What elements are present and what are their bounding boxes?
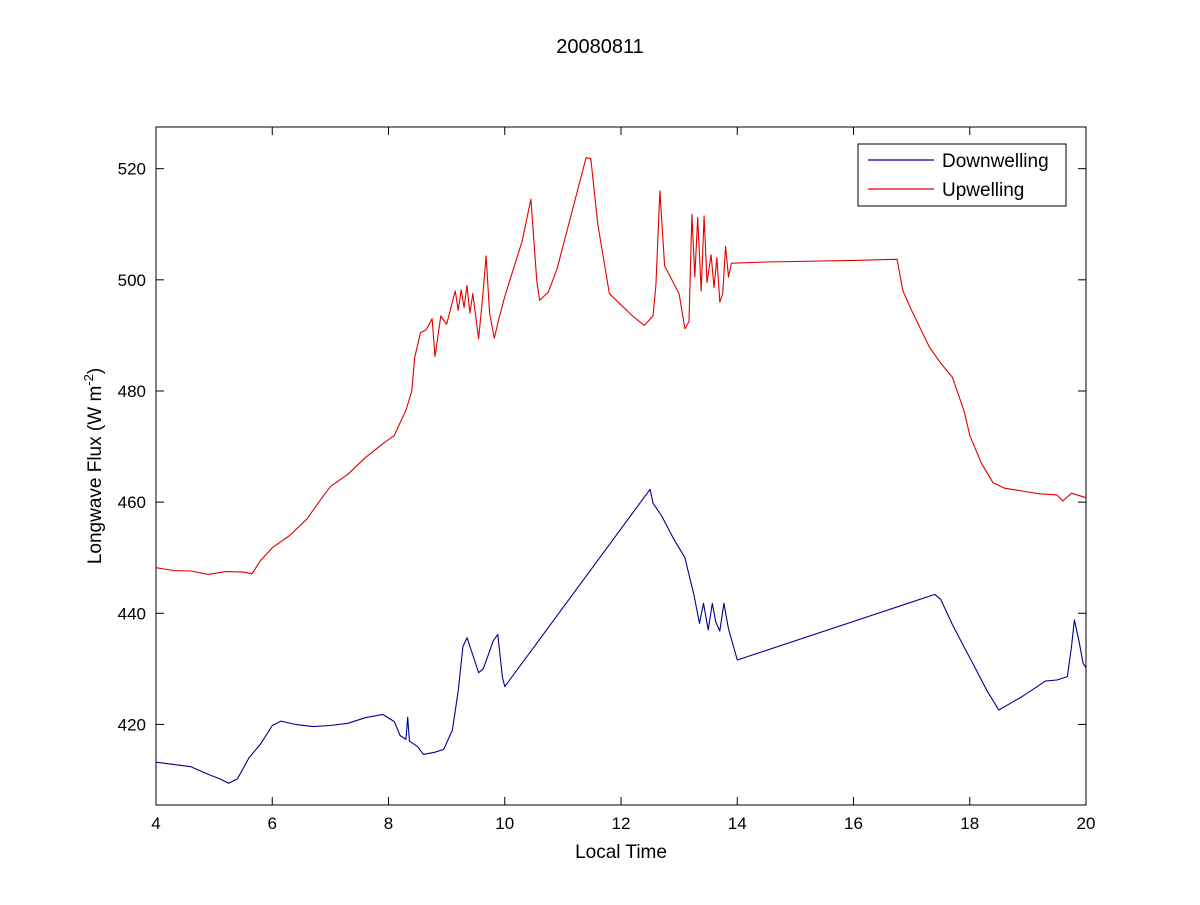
x-tick-label: 8 bbox=[384, 814, 393, 833]
y-tick-label: 460 bbox=[118, 493, 146, 512]
plot-area: 4 6 8 10 12 14 16 18 20 420 440 460 480 500 520 bbox=[118, 126, 1096, 833]
x-axis-title: Local Time bbox=[575, 842, 667, 863]
chart-title: 20080811 bbox=[556, 36, 644, 58]
x-tick-label: 14 bbox=[728, 814, 747, 833]
x-tick-label: 10 bbox=[495, 814, 514, 833]
legend: Downwelling Upwelling bbox=[857, 143, 1067, 207]
y-axis-title-superscript: -2 bbox=[81, 374, 96, 386]
legend-box bbox=[857, 143, 1067, 207]
y-tick-label: 520 bbox=[118, 160, 146, 179]
x-tick-label: 18 bbox=[960, 814, 979, 833]
y-axis-title-main: Longwave Flux (W m bbox=[85, 386, 106, 564]
series-line-upwelling bbox=[155, 157, 1087, 575]
x-tick-label: 20 bbox=[1077, 814, 1096, 833]
y-tick-label: 420 bbox=[118, 715, 146, 734]
y-tick-label: 500 bbox=[118, 271, 146, 290]
y-axis-title: Longwave Flux (W m-2) bbox=[81, 368, 106, 564]
legend-label-upwelling: Upwelling bbox=[942, 180, 1024, 201]
x-tick-label: 6 bbox=[268, 814, 277, 833]
plot-frame bbox=[155, 126, 1087, 806]
series-line-downwelling bbox=[155, 488, 1087, 784]
series-layer bbox=[155, 157, 1087, 784]
legend-label-downwelling: Downwelling bbox=[942, 151, 1049, 172]
x-tick-label: 16 bbox=[844, 814, 863, 833]
tick-layer: 4 6 8 10 12 14 16 18 20 420 440 460 480 500 520 bbox=[118, 127, 1096, 833]
y-tick-label: 480 bbox=[118, 382, 146, 401]
y-tick-label: 440 bbox=[118, 604, 146, 623]
y-axis-title-end: ) bbox=[85, 368, 106, 374]
x-tick-label: 12 bbox=[612, 814, 631, 833]
x-tick-label: 4 bbox=[151, 814, 160, 833]
